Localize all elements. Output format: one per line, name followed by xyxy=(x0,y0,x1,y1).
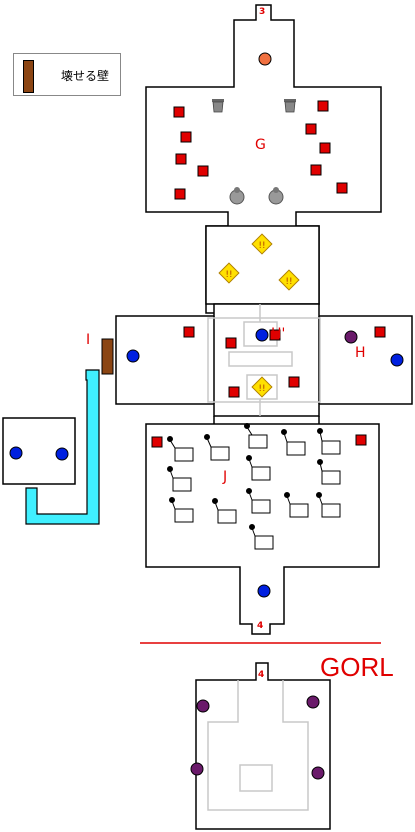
room-label-H: H xyxy=(355,345,366,361)
svg-text:!!: !! xyxy=(258,241,265,251)
chests xyxy=(151,100,386,448)
room-gorl-outline xyxy=(195,662,331,830)
trash-pot-icon xyxy=(212,99,224,113)
warning-tiles: !! !! !! !! xyxy=(218,233,300,398)
sack-icon xyxy=(229,187,245,205)
purple-orbs xyxy=(190,330,358,780)
room-label-J: J xyxy=(223,469,228,485)
stairs-down-label: 4 xyxy=(257,621,264,631)
trash-pot-icon xyxy=(284,99,296,113)
warning-icon: !! xyxy=(251,376,273,398)
svg-text:!!: !! xyxy=(258,384,265,394)
stairs-next-label: 4 xyxy=(258,670,265,680)
pot-icons xyxy=(212,99,296,205)
sack-icon xyxy=(268,187,284,205)
room-label-H-prime: H' xyxy=(271,326,286,342)
svg-text:!!: !! xyxy=(225,270,232,280)
breakable-wall xyxy=(101,338,114,375)
legend-breakable-wall-label: 壊せる壁 xyxy=(61,69,110,83)
legend-panel: 壊せる壁 xyxy=(13,53,121,96)
orange-orb xyxy=(258,52,272,66)
water-path xyxy=(25,369,100,525)
gorl-floor-lines xyxy=(207,680,309,811)
blue-orbs xyxy=(9,328,404,598)
lever-switches xyxy=(167,423,341,550)
warning-icon: !! xyxy=(218,262,240,284)
room-J-outline xyxy=(145,423,380,635)
breakable-wall-swatch-icon xyxy=(23,60,34,93)
floor-name-label: GORL xyxy=(320,652,394,682)
warning-icon: !! xyxy=(251,233,273,255)
warning-icon: !! xyxy=(278,269,300,291)
stairs-up-label: 3 xyxy=(259,7,266,17)
room-label-I: I xyxy=(86,332,91,348)
hprime-floor-lines xyxy=(207,304,321,416)
svg-text:!!: !! xyxy=(285,277,292,287)
room-label-G: G xyxy=(255,137,266,153)
